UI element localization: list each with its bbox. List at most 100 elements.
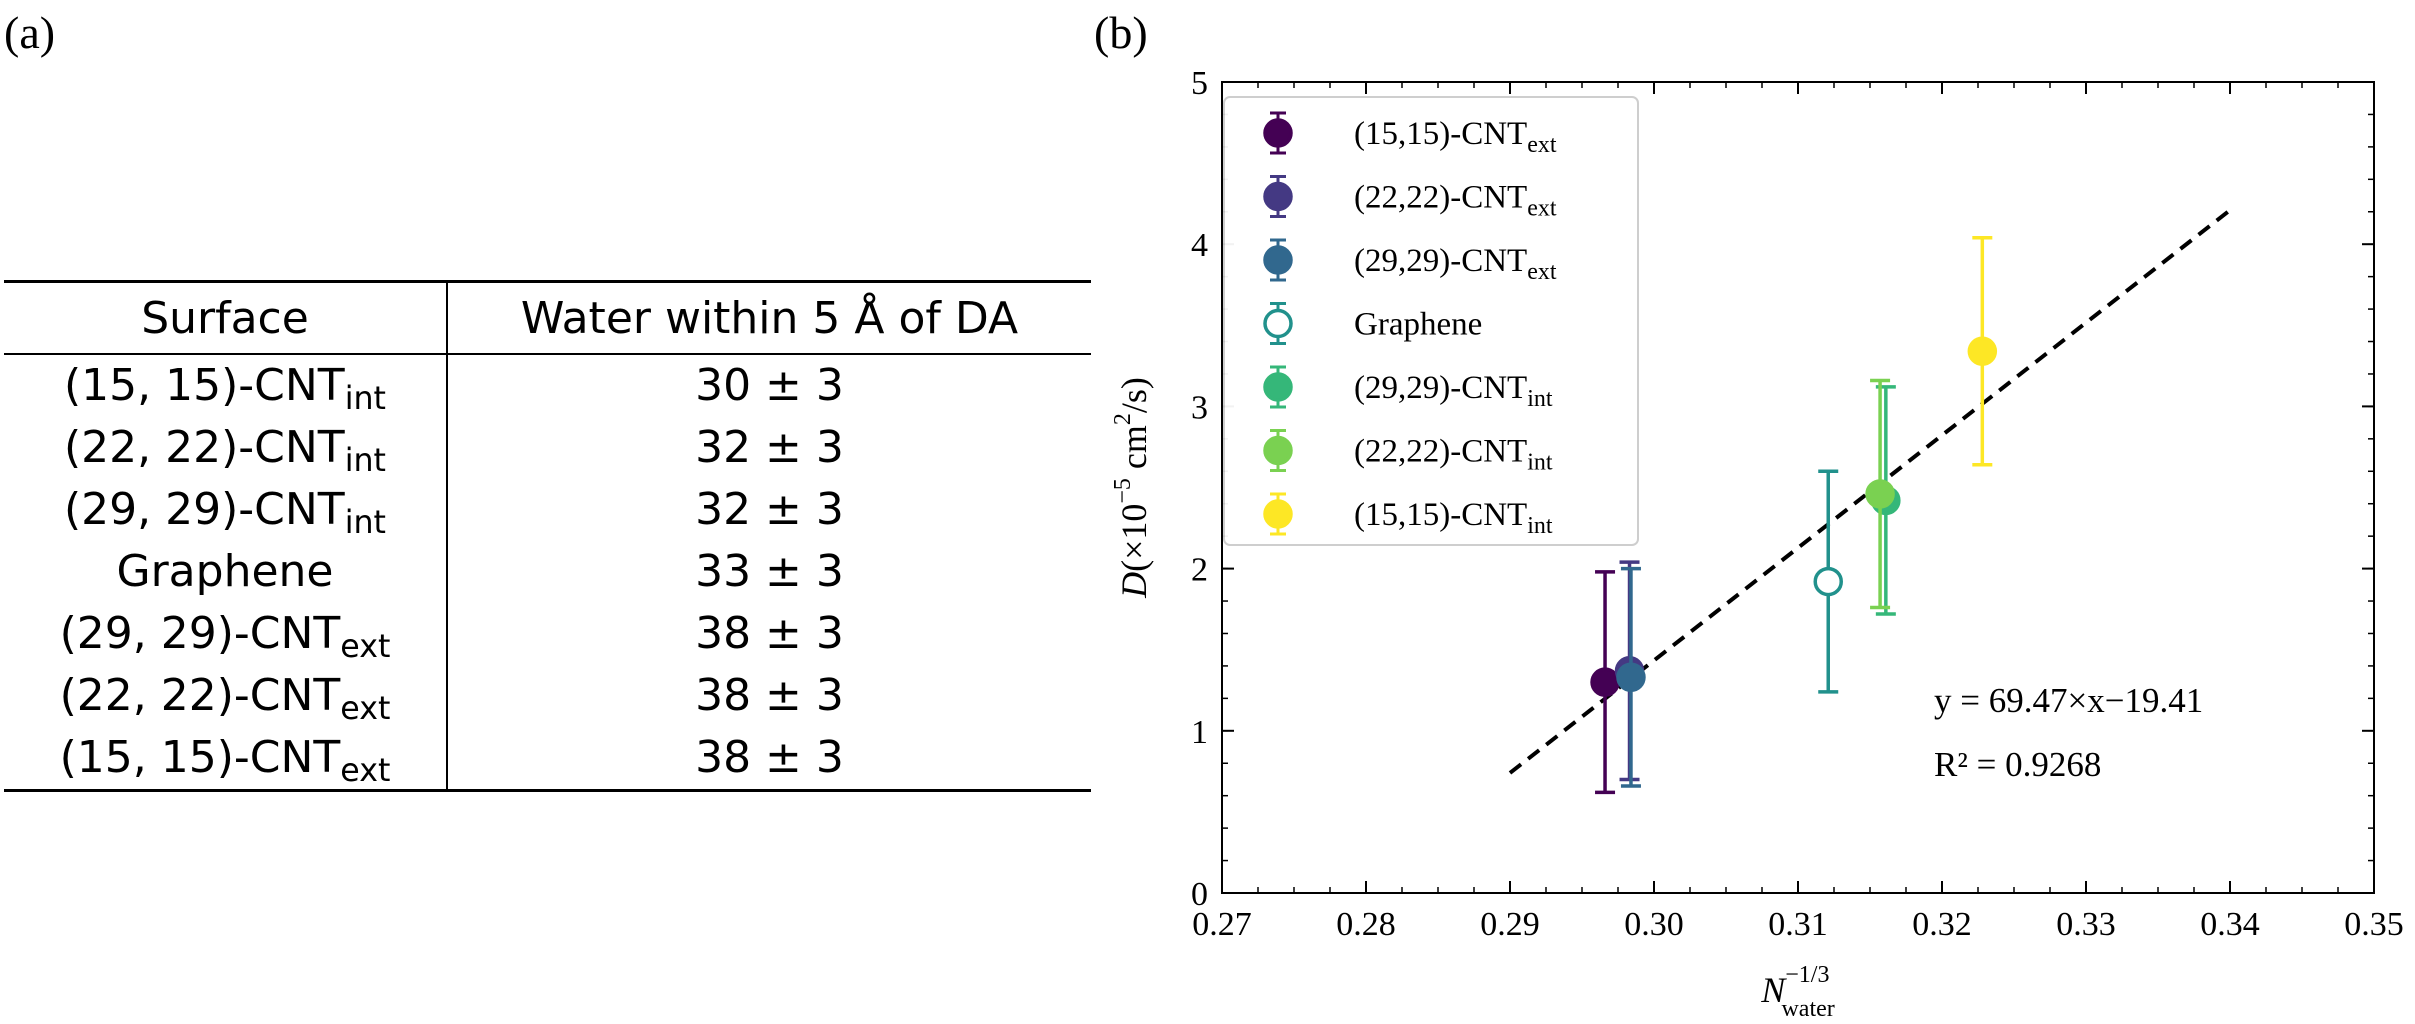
legend-item: (29,29)-CNTint [1263,365,1553,412]
water-count-cell: 38 ± 3 [695,608,844,659]
legend-name: (29,29)-CNT [1354,243,1527,279]
header-water: Water within 5 Å of DA [447,280,1091,355]
marker [1967,336,1998,367]
surface-subscript: ext [340,690,391,727]
surface-subscript: int [344,504,386,541]
legend-marker [1263,372,1293,402]
legend-item: (15,15)-CNTint [1263,492,1553,539]
water-count-cell: 32 ± 3 [695,484,844,535]
y-tick-label: 1 [1191,714,1208,751]
legend-marker [1263,245,1293,275]
data-point-0 [1590,570,1620,795]
legend-item: (22,22)-CNText [1263,175,1557,222]
legend-marker [1263,118,1293,148]
legend-subscript: ext [1527,132,1557,158]
water-count-cell: 33 ± 3 [695,546,844,597]
legend-item: (15,15)-CNText [1263,111,1557,158]
surface-name: (15, 15)-CNT [64,360,345,411]
x-tick-label: 0.30 [1624,906,1684,943]
water-count-table: Surface Water within 5 Å of DA (15, 15)-… [4,280,1091,792]
legend-label: (29,29)-CNText [1354,243,1557,285]
legend-item: Graphene [1263,302,1482,345]
x-axis-label: N−1/3 water [1760,962,1835,1022]
surface-cell: (29, 29)-CNText [4,603,448,665]
table-row: (29, 29)-CNText 38 ± 3 [4,603,1091,665]
water-count-cell: 30 ± 3 [695,360,844,411]
x-tick-label: 0.32 [1912,906,1972,943]
data-point-3 [1813,469,1843,694]
fit-line [1508,208,2232,775]
surface-cell: (29, 29)-CNTint [4,479,448,541]
legend-marker [1263,435,1293,466]
water-count-cell: 38 ± 3 [695,670,844,721]
x-tick-label: 0.33 [2056,906,2116,943]
legend-label: (15,15)-CNText [1354,116,1557,158]
x-tick-label: 0.35 [2344,906,2404,943]
table-row: (22, 22)-CNText 38 ± 3 [4,665,1091,727]
surface-subscript: int [344,442,386,479]
legend-label: (22,22)-CNTint [1354,434,1553,476]
legend-marker [1263,181,1293,212]
legend-item: (22,22)-CNTint [1263,429,1553,476]
table-row: (29, 29)-CNTint 32 ± 3 [4,479,1091,541]
surface-subscript: int [344,380,386,417]
surface-name: (29, 29)-CNT [59,608,341,659]
legend-marker [1263,308,1293,339]
surface-name: (22, 22)-CNT [59,670,341,721]
x-tick-label: 0.34 [2200,906,2260,943]
water-count-cell: 38 ± 3 [447,727,1091,792]
legend-label: (15,15)-CNTint [1354,497,1553,539]
data-point-6 [1967,235,1998,467]
header-surface: Surface [4,280,448,355]
panel-label-a: (a) [4,7,56,58]
marker [1865,479,1895,509]
table-header-row: Surface Water within 5 Å of DA [4,280,1091,355]
water-count-cell: 32 ± 3 [695,422,844,473]
legend-subscript: ext [1527,259,1557,285]
x-tick-label: 0.31 [1768,906,1828,943]
x-tick-label: 0.27 [1192,906,1252,943]
legend-label: (22,22)-CNText [1354,180,1557,222]
y-tick-label: 0 [1191,876,1208,913]
data-point-5 [1865,378,1895,610]
surface-name: (15, 15)-CNT [59,732,341,783]
y-tick-label: 3 [1191,389,1208,426]
data-point-2 [1616,566,1646,788]
legend-name: Graphene [1354,307,1482,343]
legend-item: (29,29)-CNText [1263,238,1557,285]
x-tick-label: 0.28 [1336,906,1396,943]
legend-marker [1263,499,1293,529]
legend-subscript: ext [1527,196,1557,222]
r-squared: R² = 0.9268 [1934,745,2101,784]
surface-subscript: ext [340,752,391,789]
marker [1616,662,1646,693]
y-axis-label: D(×10−5 cm2/s) [1110,377,1154,599]
legend-name: (22,22)-CNT [1354,180,1527,216]
legend-subscript: int [1527,450,1553,476]
legend-name: (22,22)-CNT [1354,434,1527,470]
table-row: Graphene 33 ± 3 [4,541,1091,603]
legend-subscript: int [1527,513,1553,539]
marker [1590,667,1620,697]
surface-cell: (15, 15)-CNTint [4,354,448,417]
y-tick-label: 2 [1191,552,1208,589]
surface-name: Graphene [116,546,334,597]
surface-cell: (15, 15)-CNText [4,727,448,792]
surface-name: (29, 29)-CNT [64,484,345,535]
fit-equation: y = 69.47×x−19.41 [1934,681,2203,720]
surface-cell: (22, 22)-CNTint [4,417,448,479]
legend-label: (29,29)-CNTint [1354,370,1553,412]
legend-name: (15,15)-CNT [1354,497,1527,533]
surface-cell: Graphene [4,541,448,603]
surface-subscript: ext [340,628,391,665]
y-tick-label: 4 [1191,227,1208,264]
legend-label: Graphene [1354,307,1482,343]
x-tick-label: 0.29 [1480,906,1540,943]
marker [1813,566,1843,597]
y-tick-label: 5 [1191,65,1208,102]
table-row: (15, 15)-CNText 38 ± 3 [4,727,1091,792]
legend-box [1223,96,1639,546]
diffusion-chart: 0.27 0.28 0.29 0.30 0.31 0.32 0.33 0.34 0.35 0 1 2 3… [1110,65,2404,1022]
legend-name: (15,15)-CNT [1354,116,1527,152]
surface-cell: (22, 22)-CNText [4,665,448,727]
